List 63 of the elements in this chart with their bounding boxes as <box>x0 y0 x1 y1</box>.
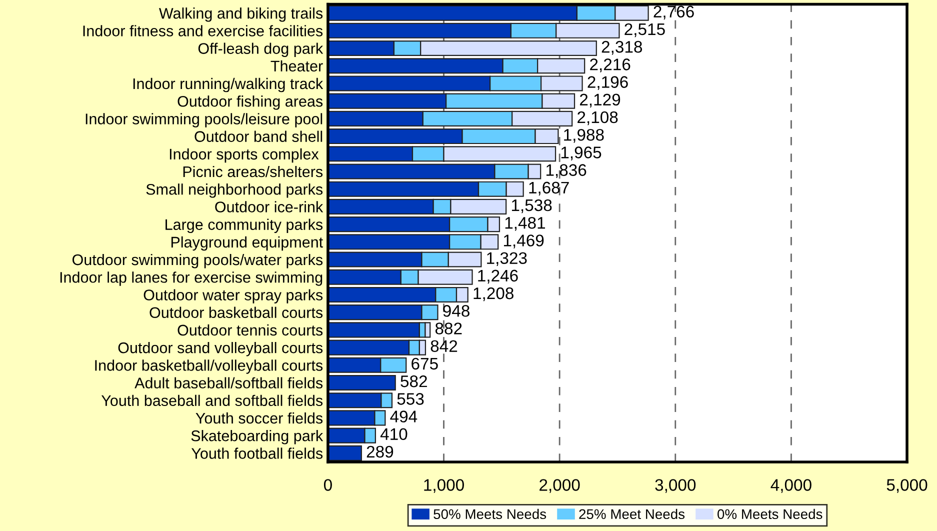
y-tick-label: Playground equipment <box>171 236 323 251</box>
x-tick-label: 3,000 <box>655 479 696 493</box>
y-tick-label: Large community parks <box>166 218 323 234</box>
y-tick-label: Youth baseball and softball fields <box>101 394 323 406</box>
y-tick-label: Theater <box>270 60 323 72</box>
x-tick-label: 2,000 <box>540 479 580 493</box>
total-label: 582 <box>400 375 427 388</box>
bar <box>328 445 362 461</box>
y-tick-label: Outdoor water spray parks <box>144 289 323 304</box>
y-tick-label: Adult baseball/softball fields <box>134 377 323 388</box>
y-tick-label: Indoor sports complex <box>170 148 319 163</box>
total-label: 842 <box>430 340 458 352</box>
y-tick-label: Youth soccer fields <box>196 412 323 424</box>
legend-label: 0% Meets Needs <box>718 508 822 520</box>
total-label: 1,208 <box>474 287 514 302</box>
y-tick-label: Off-leash dog park <box>198 42 324 57</box>
total-label: 1,246 <box>478 270 518 284</box>
total-label: 1,481 <box>505 216 545 231</box>
y-tick-label: Skateboarding park <box>191 430 324 444</box>
y-tick-label: Indoor swimming pools/leisure pool <box>86 113 322 128</box>
y-tick-label: Indoor fitness and exercise facilities <box>83 25 323 36</box>
x-tick-label: 4,000 <box>770 479 812 493</box>
y-tick-label: Outdoor swimming pools/water parks <box>72 254 323 268</box>
total-label: 948 <box>443 305 470 317</box>
x-tick-label: 5,000 <box>886 479 928 493</box>
y-tick-label: Outdoor fishing areas <box>178 96 323 110</box>
y-tick-label: Outdoor band shell <box>194 130 322 142</box>
x-tick-label: 0 <box>324 479 332 491</box>
total-label: 1,687 <box>529 182 569 196</box>
total-label: 2,196 <box>588 76 628 90</box>
total-label: 2,216 <box>590 58 630 72</box>
bar <box>328 374 396 391</box>
y-tick-label: Indoor running/walking track <box>133 78 324 92</box>
total-label: 2,766 <box>654 6 694 20</box>
y-tick-label: Outdoor basketball courts <box>150 306 323 318</box>
y-tick-label: Walking and biking trails <box>159 8 323 22</box>
legend-label: 25% Meet Needs <box>579 508 685 520</box>
x-tick-label: 1,000 <box>424 479 464 493</box>
y-tick-label: Small neighborhood parks <box>146 184 323 198</box>
legend-label: 50% Meets Needs <box>434 508 546 520</box>
total-label: 675 <box>412 358 438 370</box>
total-label: 289 <box>366 446 394 458</box>
y-tick-label: Outdoor tennis courts <box>178 324 323 336</box>
total-label: 1,988 <box>564 128 604 143</box>
total-label: 1,469 <box>504 234 544 248</box>
y-tick-label: Youth football fields <box>191 448 323 459</box>
total-label: 1,836 <box>546 164 586 178</box>
y-tick-label: Indoor basketball/volleyball courts <box>95 360 323 374</box>
total-label: 553 <box>397 393 424 405</box>
total-label: 882 <box>435 322 462 334</box>
total-label: 494 <box>390 410 418 422</box>
total-label: 2,108 <box>578 111 618 126</box>
y-tick-label: Outdoor ice-rink <box>215 201 324 212</box>
total-label: 2,515 <box>624 23 665 38</box>
y-tick-label: Indoor lap lanes for exercise swimming <box>60 272 322 286</box>
y-tick-label: Picnic areas/shelters <box>183 166 323 178</box>
total-label: 1,538 <box>512 199 552 214</box>
total-label: 2,318 <box>602 40 642 55</box>
total-label: 1,965 <box>561 146 602 160</box>
y-tick-label: Outdoor sand volleyball courts <box>118 342 323 356</box>
total-label: 2,129 <box>580 94 620 108</box>
total-label: 410 <box>380 428 408 440</box>
total-label: 1,323 <box>487 252 527 266</box>
